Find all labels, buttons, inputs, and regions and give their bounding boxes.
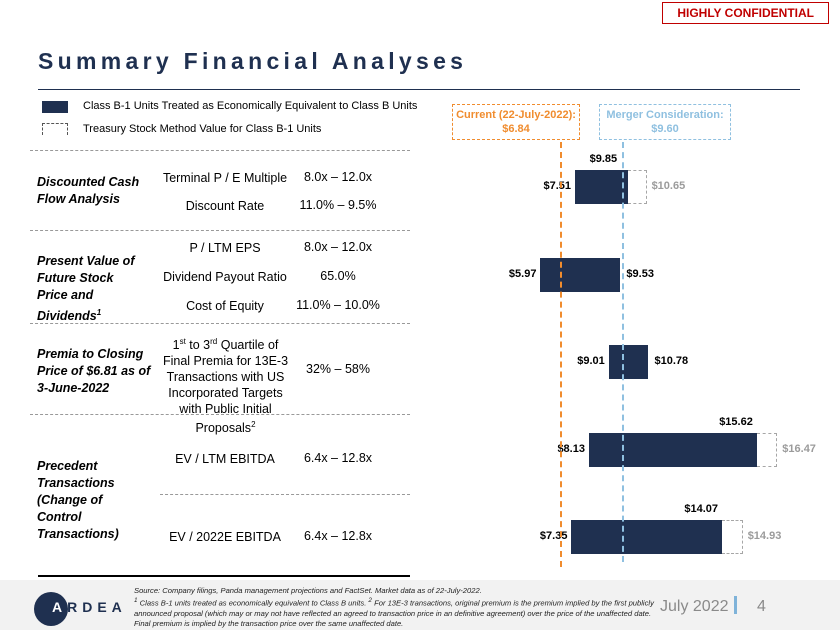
current-box: Current (22-July-2022): $6.84 (452, 104, 580, 140)
range: 65.0% (320, 269, 356, 283)
range-bar (588, 433, 758, 467)
range-bar (575, 170, 628, 204)
note2: For 13E-3 transactions, original premium… (134, 598, 654, 628)
footnote-ref: 2 (251, 420, 256, 430)
high-label: $10.78 (654, 355, 689, 367)
high-label: $9.85 (589, 153, 618, 165)
page-title: Summary Financial Analyses (38, 48, 468, 74)
param: Discount Rate (185, 199, 265, 213)
page-number: 4 (757, 598, 766, 615)
param: Dividend Payout Ratio (163, 270, 287, 284)
low-label: $9.01 (577, 355, 605, 367)
high-label: $14.07 (684, 503, 719, 515)
range-bar (608, 345, 649, 379)
sup: st (179, 337, 186, 346)
high-label: $15.62 (719, 416, 753, 428)
range: 6.4x – 12.8x (303, 529, 373, 543)
legend-solid-label: Class B-1 Units Treated as Economically … (83, 100, 418, 112)
range: 8.0x – 12.0x (303, 240, 373, 254)
treasury-bar (722, 520, 743, 554)
confidential-badge: HIGHLY CONFIDENTIAL (662, 2, 829, 24)
footnote: 1 Class B-1 units treated as economicall… (134, 596, 654, 629)
method-pv: Present Value of Future Stock Price and … (37, 253, 147, 325)
method-precedent: Precedent Transactions (Change of Contro… (37, 459, 119, 541)
source-note: Source: Company filings, Panda managemen… (134, 586, 482, 595)
divider (30, 150, 410, 151)
param-text: Quartile of Final Premia for 13E-3 Trans… (162, 338, 289, 436)
merger-line (621, 142, 624, 562)
range-bar (571, 520, 723, 554)
legend-dashed-swatch (42, 123, 68, 135)
range: 11.0% – 10.0% (296, 298, 380, 312)
divider (160, 494, 410, 495)
title-rule (38, 89, 800, 90)
note1: Class B-1 units treated as economically … (139, 598, 369, 608)
logo-circle (34, 592, 68, 626)
method-premia: Premia to Closing Price of $6.81 as of 3… (37, 347, 151, 395)
legend-dashed-label: Treasury Stock Method Value for Class B-… (83, 123, 322, 135)
range: 6.4x – 12.8x (303, 451, 373, 465)
range-bar (540, 258, 621, 292)
treasury-label: $16.47 (782, 443, 816, 455)
merger-box: Merger Consideration: $9.60 (599, 104, 731, 140)
current-line (560, 142, 562, 567)
sup: 2 (368, 597, 372, 604)
param: P / LTM EPS (189, 241, 261, 255)
footer (0, 580, 840, 630)
treasury-bar (627, 170, 647, 204)
param: Terminal P / E Multiple (162, 171, 288, 185)
bottom-rule (38, 575, 410, 577)
sup: rd (210, 337, 218, 346)
low-label: $5.97 (508, 268, 537, 280)
method-name: Present Value of Future Stock Price and … (37, 254, 135, 324)
low-label: $7.35 (539, 530, 568, 542)
low-label: $7.51 (543, 180, 572, 192)
footnotes: Source: Company filings, Panda managemen… (134, 586, 654, 629)
football-field-chart: $7.51 $9.85 $10.65 $5.97 $9.53 $9.01 $10.78 $8.… (452, 104, 816, 567)
legend-solid-swatch (42, 101, 68, 113)
treasury-label: $10.65 (651, 180, 686, 192)
method-dcf: Discounted Cash Flow Analysis (37, 175, 140, 206)
param: Cost of Equity (186, 299, 264, 313)
param: EV / LTM EBITDA (175, 452, 275, 466)
divider (30, 323, 410, 324)
high-label: $9.53 (626, 268, 654, 280)
treasury-bar (757, 433, 778, 467)
date: July 2022 (660, 598, 729, 615)
param-text: 1 (172, 338, 180, 353)
logo-letter: A (52, 599, 68, 615)
low-label: $8.13 (557, 443, 585, 455)
footnote-ref: 1 (96, 308, 102, 317)
divider (30, 230, 410, 231)
param: 1st to 3rd Quartile of Final Premia for … (158, 334, 293, 436)
range: 8.0x – 12.0x (303, 170, 373, 184)
divider (30, 414, 410, 415)
param-text: to 3 (185, 338, 211, 353)
sup: 1 (134, 597, 138, 604)
range: 32% – 58% (306, 362, 370, 376)
param: EV / 2022E EBITDA (169, 530, 281, 544)
separator (734, 596, 737, 614)
treasury-label: $14.93 (747, 530, 782, 542)
range: 11.0% – 9.5% (299, 198, 377, 212)
logo: ARDEA (52, 599, 127, 615)
